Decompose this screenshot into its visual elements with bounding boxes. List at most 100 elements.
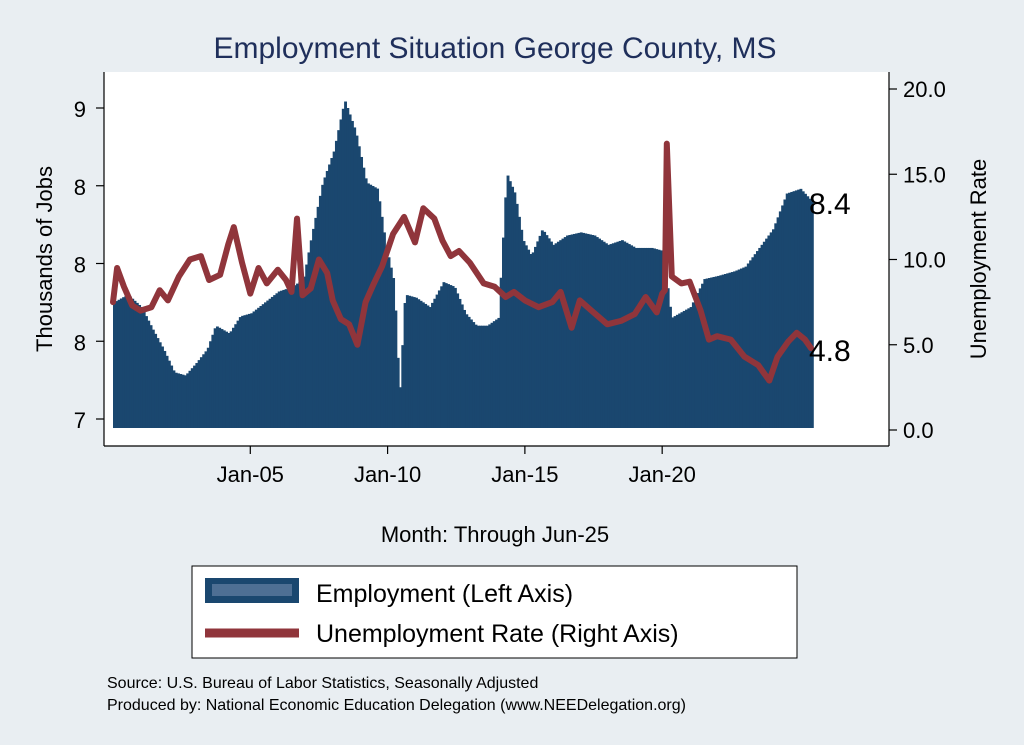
employment-bar bbox=[502, 237, 505, 428]
employment-bar bbox=[124, 295, 128, 428]
employment-bar bbox=[243, 315, 247, 428]
employment-bar bbox=[607, 244, 611, 428]
employment-bar bbox=[225, 331, 228, 428]
employment-bar bbox=[350, 120, 354, 429]
employment-bar bbox=[520, 229, 524, 428]
employment-bar bbox=[302, 276, 306, 428]
employment-bar bbox=[707, 278, 711, 428]
employment-bar bbox=[122, 297, 126, 428]
employment-bar bbox=[451, 286, 455, 428]
employment-bar bbox=[593, 235, 597, 428]
employment-bar bbox=[810, 201, 814, 428]
employment-bar bbox=[746, 263, 750, 428]
employment-bar bbox=[115, 301, 119, 428]
employment-bar bbox=[485, 325, 489, 428]
employment-bar bbox=[170, 365, 174, 428]
unemployment-end-label: 4.8 bbox=[809, 335, 851, 368]
x-tick-label: Jan-15 bbox=[491, 462, 558, 487]
employment-bar bbox=[309, 240, 313, 428]
employment-bar bbox=[755, 251, 759, 428]
employment-bar bbox=[181, 374, 185, 428]
employment-bar bbox=[577, 232, 581, 428]
employment-bar bbox=[282, 289, 286, 428]
employment-bar bbox=[712, 276, 716, 428]
employment-bar bbox=[355, 135, 359, 428]
employment-bar bbox=[401, 345, 405, 428]
employment-bar bbox=[396, 357, 400, 428]
x-ticks: Jan-05 Jan-10 Jan-15 Jan-20 bbox=[217, 446, 696, 487]
employment-bar bbox=[129, 296, 132, 428]
employment-bar bbox=[188, 370, 192, 428]
employment-bar bbox=[742, 267, 746, 428]
employment-bar bbox=[264, 302, 267, 428]
employment-bar bbox=[783, 199, 787, 428]
employment-bar bbox=[778, 211, 782, 428]
employment-bar bbox=[643, 247, 647, 428]
employment-bar bbox=[387, 257, 391, 428]
employment-bar bbox=[627, 244, 631, 428]
employment-bar bbox=[183, 375, 187, 428]
employment-bar bbox=[179, 374, 183, 428]
employment-bar bbox=[252, 311, 256, 428]
employment-end-label: 8.4 bbox=[809, 188, 851, 221]
employment-bar bbox=[334, 140, 338, 428]
employment-bar bbox=[705, 278, 709, 428]
employment-bar bbox=[234, 324, 238, 428]
employment-bar bbox=[316, 206, 320, 428]
employment-bar bbox=[321, 184, 325, 428]
employment-bar bbox=[623, 241, 627, 428]
employment-bar bbox=[193, 365, 196, 428]
employment-bar bbox=[524, 245, 528, 428]
x-tick-label: Jan-10 bbox=[354, 462, 421, 487]
employment-bar bbox=[781, 205, 785, 428]
employment-bar bbox=[117, 299, 121, 428]
employment-bar bbox=[689, 307, 693, 428]
left-tick-label: 8 bbox=[74, 253, 86, 278]
employment-bar bbox=[495, 319, 499, 428]
employment-bar bbox=[172, 370, 176, 428]
employment-bar bbox=[344, 101, 347, 429]
employment-bar bbox=[602, 241, 606, 428]
employment-bar bbox=[538, 235, 542, 428]
employment-bar bbox=[650, 247, 654, 428]
employment-bar bbox=[366, 183, 370, 428]
legend: Employment (Left Axis) Unemployment Rate… bbox=[191, 565, 798, 659]
employment-bar bbox=[318, 195, 322, 428]
employment-bar bbox=[762, 241, 766, 428]
employment-bar bbox=[751, 257, 755, 428]
employment-bar bbox=[657, 249, 661, 428]
employment-bar bbox=[362, 167, 366, 429]
employment-bar bbox=[222, 330, 226, 428]
employment-bar bbox=[662, 251, 666, 428]
employment-bar bbox=[575, 233, 579, 428]
employment-bar bbox=[488, 324, 492, 428]
employment-bar bbox=[360, 156, 364, 429]
employment-bar bbox=[399, 387, 402, 428]
employment-bar bbox=[161, 346, 164, 428]
employment-bar bbox=[177, 373, 180, 428]
employment-bar bbox=[293, 285, 297, 428]
employment-bar bbox=[199, 357, 203, 428]
employment-bar bbox=[673, 316, 677, 428]
employment-bar bbox=[776, 217, 780, 428]
employment-bar bbox=[680, 312, 684, 428]
source-note: Source: U.S. Bureau of Labor Statistics,… bbox=[107, 675, 538, 692]
right-tick-label: 20.0 bbox=[903, 77, 946, 102]
employment-bar bbox=[383, 232, 386, 428]
employment-bar bbox=[220, 329, 224, 428]
left-tick-label: 8 bbox=[74, 175, 86, 200]
employment-bar bbox=[245, 314, 249, 428]
employment-bar bbox=[547, 238, 551, 428]
left-tick-label: 7 bbox=[74, 408, 86, 433]
employment-bar bbox=[426, 305, 430, 428]
employment-bar bbox=[415, 297, 418, 428]
employment-bar bbox=[682, 310, 686, 428]
employment-bar bbox=[744, 266, 748, 428]
employment-bar bbox=[639, 247, 643, 428]
employment-bar bbox=[284, 289, 288, 428]
employment-bar bbox=[412, 297, 416, 428]
employment-bar bbox=[804, 193, 807, 428]
employment-bar bbox=[687, 308, 691, 428]
employment-bar bbox=[458, 298, 462, 428]
